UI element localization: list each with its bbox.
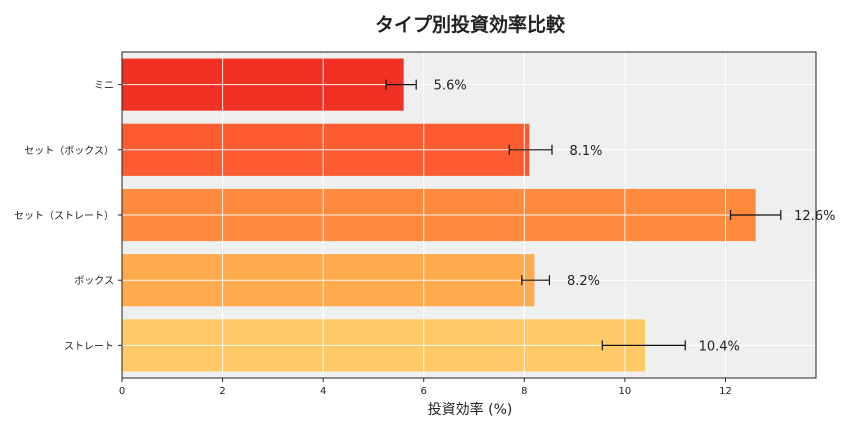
plot-frame (121, 51, 817, 379)
error-bars (385, 79, 782, 351)
x-tick-label: 2 (219, 386, 225, 397)
data-label: 5.6% (434, 79, 467, 94)
x-tick-label: 6 (421, 386, 427, 397)
category-label: セット（ストレート） (14, 210, 114, 222)
data-label: 8.1% (569, 144, 602, 159)
x-tick-label: 0 (119, 386, 125, 397)
x-tick-label: 12 (719, 386, 732, 397)
category-label: ミニ (94, 81, 114, 92)
data-label: 12.6% (794, 209, 835, 224)
data-label: 8.2% (567, 274, 600, 289)
chart-title: タイプ別投資効率比較 (375, 13, 566, 36)
category-label: ボックス (74, 275, 114, 287)
bars (122, 58, 756, 372)
data-label: 10.4% (699, 339, 740, 354)
x-tick-label: 10 (619, 386, 632, 397)
data-labels: 5.6% 8.1% 12.6% 8.2% 10.4% (434, 79, 836, 355)
x-tick-label: 4 (320, 386, 326, 397)
category-label: ストレート (64, 341, 114, 352)
x-axis-label: 投資効率 (%) (428, 401, 513, 418)
category-label: セット（ボックス） (24, 145, 114, 157)
x-tick-label: 8 (521, 386, 527, 397)
